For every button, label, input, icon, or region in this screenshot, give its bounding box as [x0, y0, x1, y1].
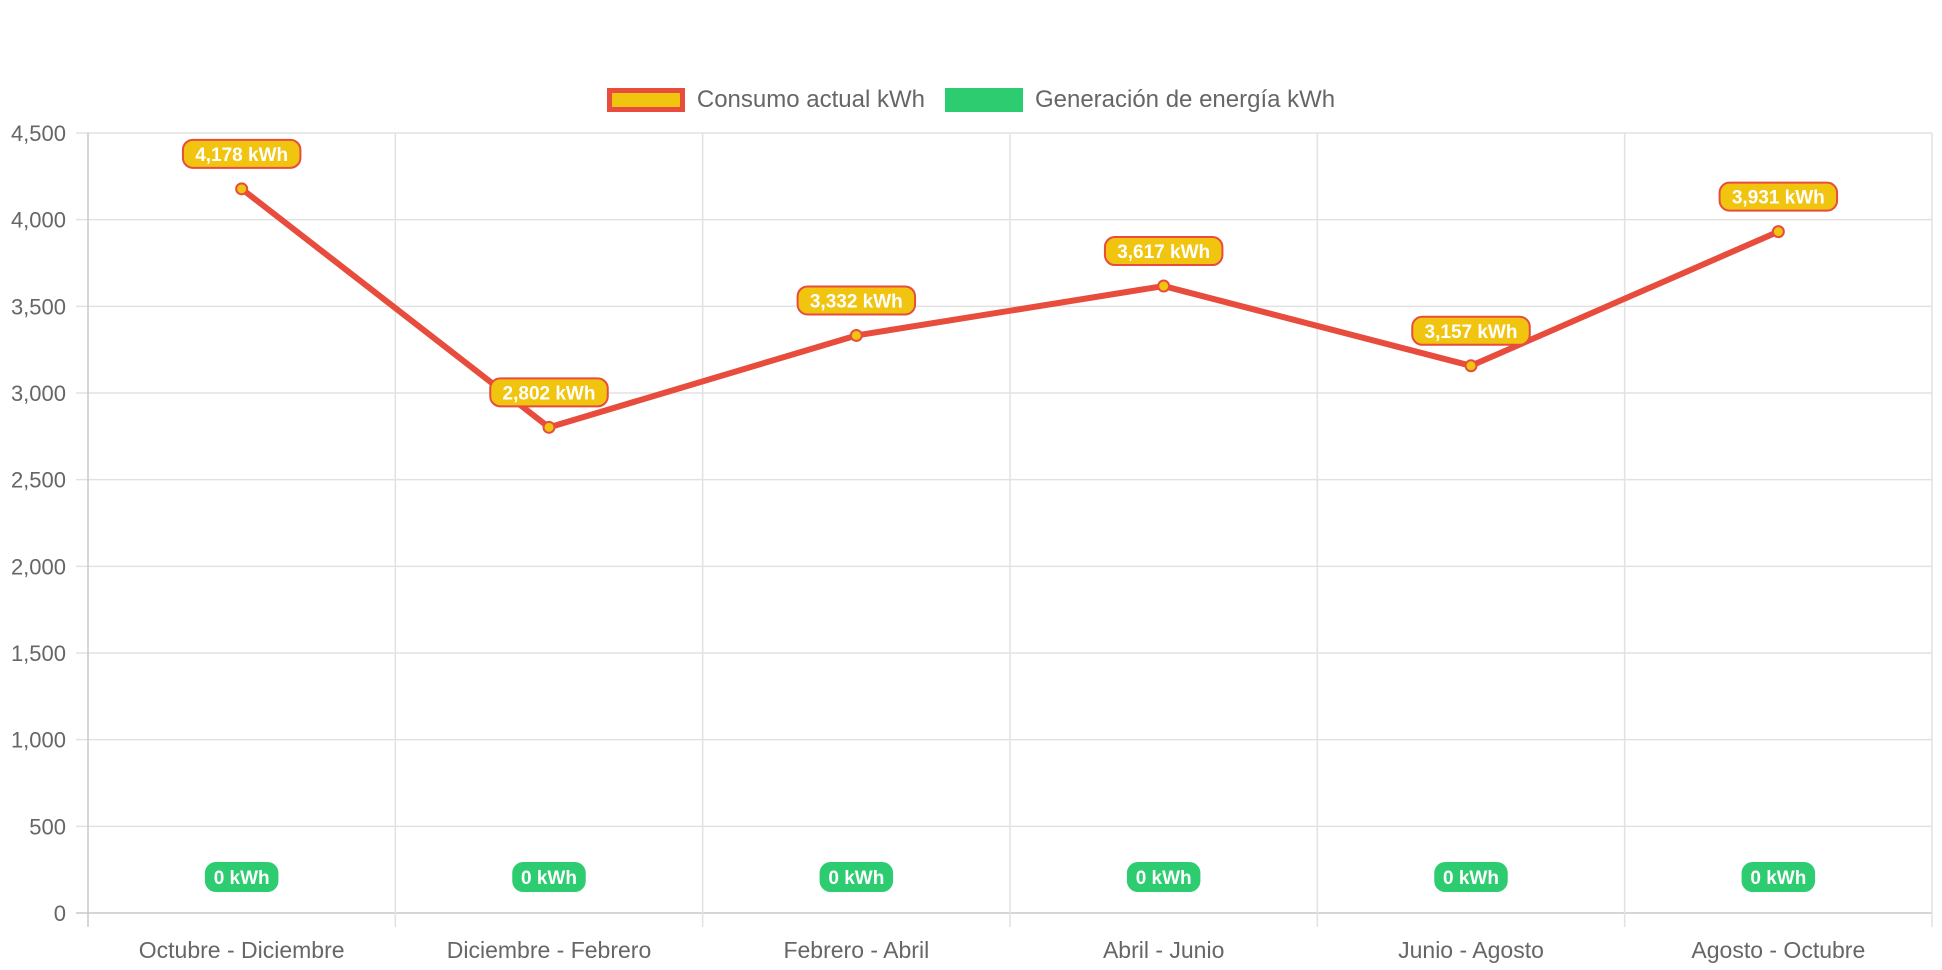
generacion-data-label: 0 kWh: [828, 868, 884, 889]
y-tick-label: 4,500: [11, 121, 66, 146]
y-tick-label: 3,500: [11, 294, 66, 319]
x-tick-label: Octubre - Diciembre: [139, 937, 345, 963]
generacion-data-label: 0 kWh: [1750, 868, 1806, 889]
x-tick-label: Abril - Junio: [1103, 937, 1224, 963]
x-tick-label: Diciembre - Febrero: [447, 937, 652, 963]
generacion-data-badge: [1434, 862, 1508, 892]
y-tick-label: 3,000: [11, 381, 66, 406]
generacion-data-badge: [512, 862, 586, 892]
legend-item-generacion[interactable]: Generación de energía kWh: [944, 86, 1336, 114]
generacion-data-label: 0 kWh: [1136, 868, 1192, 889]
y-tick-label: 4,000: [11, 208, 66, 233]
generacion-data-badge: [204, 862, 279, 892]
consumo-point: [1771, 225, 1785, 239]
x-tick-label: Febrero - Abril: [783, 937, 929, 963]
consumo-data-label: 3,157 kWh: [1425, 322, 1518, 343]
generacion-data-label: 0 kWh: [214, 868, 270, 889]
x-tick-label: Agosto - Octubre: [1691, 937, 1865, 963]
y-tick-label: 1,000: [11, 728, 66, 753]
consumo-data-badge: [181, 138, 302, 169]
consumo-data-badge: [1103, 236, 1224, 267]
consumo-point: [1157, 279, 1171, 293]
y-tick-label: 2,000: [11, 554, 66, 579]
consumo-data-badge: [1411, 315, 1531, 346]
consumo-point: [849, 328, 863, 342]
consumo-point: [542, 420, 556, 434]
consumo-point: [1464, 359, 1478, 373]
legend-swatch-generacion: [944, 88, 1023, 112]
generacion-data-badge: [819, 862, 894, 892]
legend-item-consumo[interactable]: Consumo actual kWh: [606, 86, 925, 114]
generacion-data-badge: [1126, 862, 1201, 892]
consumo-data-badge: [489, 377, 609, 408]
generacion-data-badge: [1741, 862, 1816, 892]
legend-swatch-consumo: [606, 88, 685, 112]
consumo-data-label: 3,332 kWh: [810, 291, 903, 312]
y-tick-label: 0: [54, 901, 66, 926]
generacion-data-label: 0 kWh: [521, 868, 577, 889]
consumo-point: [235, 182, 249, 196]
x-tick-label: Junio - Agosto: [1398, 937, 1544, 963]
consumo-data-label: 4,178 kWh: [195, 145, 288, 166]
y-tick-label: 1,500: [11, 641, 66, 666]
legend: Consumo actual kWh Generación de energía…: [0, 86, 1942, 114]
y-tick-label: 2,500: [11, 468, 66, 493]
consumo-data-badge: [796, 285, 917, 316]
consumo-data-label: 2,802 kWh: [503, 383, 596, 404]
legend-label-consumo: Consumo actual kWh: [696, 86, 925, 113]
y-tick-label: 500: [29, 814, 66, 839]
consumo-data-badge: [1718, 181, 1839, 212]
generacion-data-label: 0 kWh: [1443, 868, 1499, 889]
consumo-data-label: 3,931 kWh: [1732, 188, 1825, 209]
consumo-data-label: 3,617 kWh: [1117, 242, 1210, 263]
legend-label-generacion: Generación de energía kWh: [1034, 86, 1336, 113]
